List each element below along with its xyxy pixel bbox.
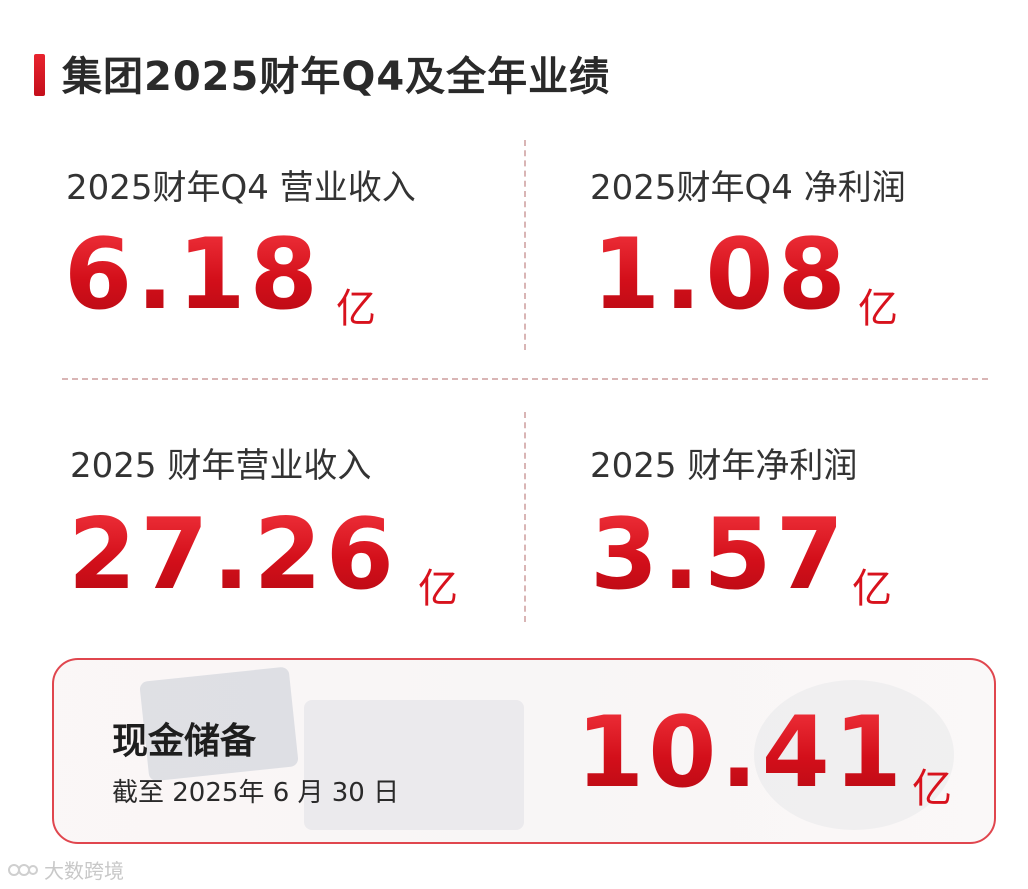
horizontal-divider xyxy=(62,378,988,380)
title-accent-bar xyxy=(34,54,45,96)
annual-revenue-value: 27.26 xyxy=(68,498,398,612)
annual-net-profit-label: 2025 财年净利润 xyxy=(590,446,858,486)
q4-net-profit-unit: 亿 xyxy=(858,286,898,332)
q4-net-profit-label: 2025财年Q4 净利润 xyxy=(590,168,906,208)
watermark-logo-icon xyxy=(8,863,38,876)
annual-revenue-unit: 亿 xyxy=(418,566,458,612)
q4-revenue-value: 6.18 xyxy=(64,218,322,332)
page-title: 集团2025财年Q4及全年业绩 xyxy=(62,54,611,100)
vertical-divider-top xyxy=(524,140,526,350)
watermark: 大数跨境 xyxy=(8,855,124,884)
annual-net-profit-value: 3.57 xyxy=(590,498,848,612)
cash-reserve-value: 10.41 xyxy=(576,696,906,810)
cash-reserve-unit: 亿 xyxy=(912,766,952,812)
annual-revenue-label: 2025 财年营业收入 xyxy=(70,446,372,486)
cash-reserve-date: 截至 2025年 6 月 30 日 xyxy=(112,778,400,808)
vertical-divider-bottom xyxy=(524,412,526,622)
cash-reserve-card: 现金储备 截至 2025年 6 月 30 日 10.41 亿 xyxy=(52,658,996,844)
q4-revenue-label: 2025财年Q4 营业收入 xyxy=(66,168,416,208)
cash-reserve-title: 现金储备 xyxy=(112,721,257,762)
background-photo-decoration xyxy=(304,700,524,830)
q4-revenue-unit: 亿 xyxy=(336,286,376,332)
background-plate-decoration xyxy=(754,680,954,830)
annual-net-profit-unit: 亿 xyxy=(852,566,892,612)
q4-net-profit-value: 1.08 xyxy=(592,218,850,332)
watermark-text: 大数跨境 xyxy=(44,859,124,883)
